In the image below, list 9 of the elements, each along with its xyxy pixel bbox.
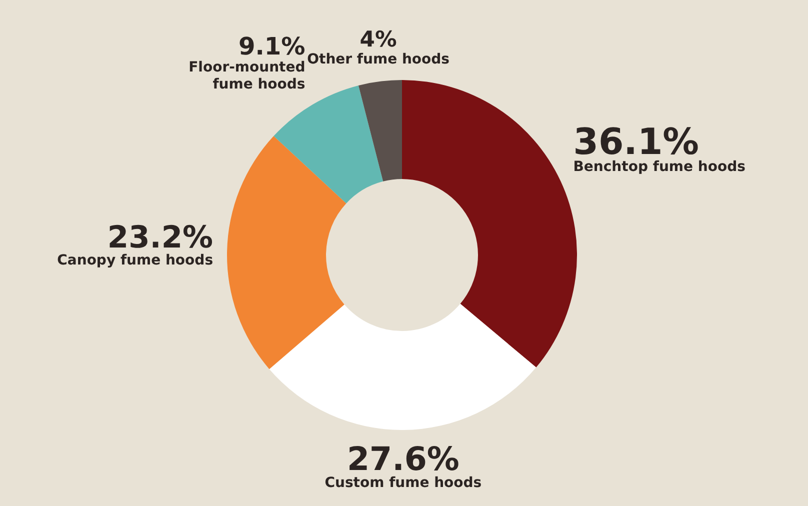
donut-slice: [227, 136, 346, 370]
slice-label: Floor-mounted fume hoods: [188, 60, 306, 93]
slice-label: Other fume hoods: [307, 51, 450, 68]
data-label: 4%: [360, 27, 397, 52]
donut-slice: [269, 304, 536, 430]
slice-label: Custom fume hoods: [324, 474, 482, 491]
slice-label: Canopy fume hoods: [57, 252, 214, 268]
data-label: 9.1%: [238, 32, 306, 61]
donut-slice: [358, 80, 402, 182]
